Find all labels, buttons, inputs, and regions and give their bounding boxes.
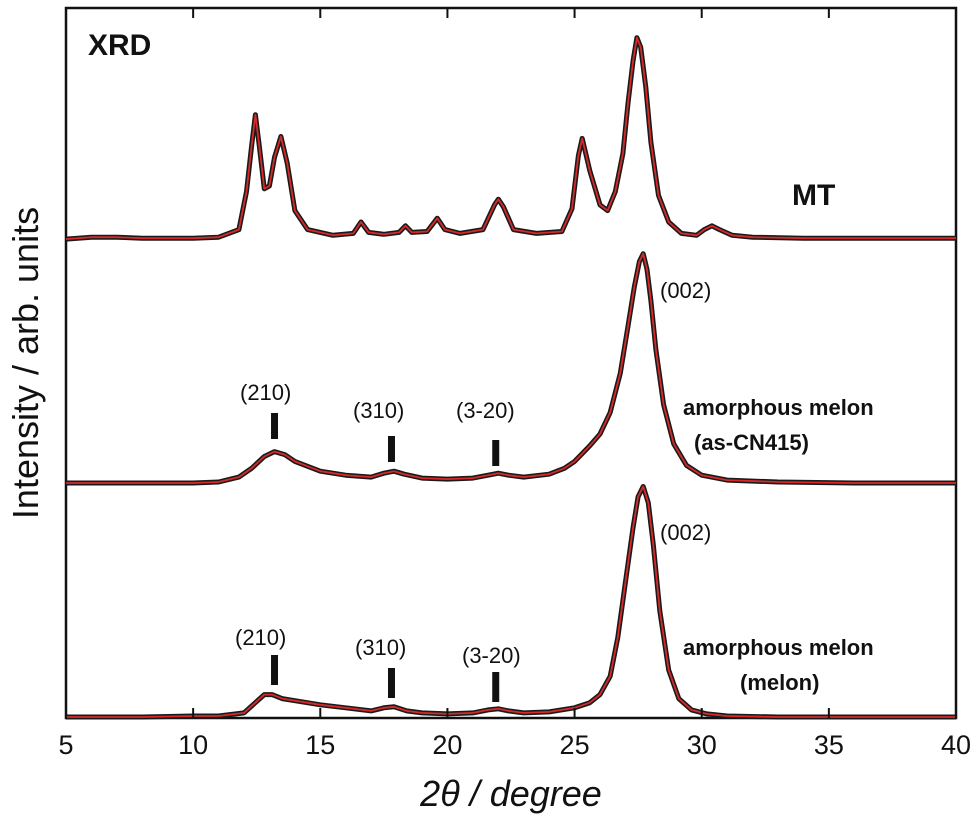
reflection-marker <box>271 413 279 439</box>
x-tick-label: 5 <box>58 730 73 760</box>
refl-label-310-as-cn415: (310) <box>353 398 404 423</box>
refl-label-210-melon: (210) <box>235 625 286 650</box>
x-tick-label: 20 <box>432 730 462 760</box>
x-tick-label: 15 <box>305 730 335 760</box>
fit-trace <box>66 252 956 484</box>
series-melon <box>66 484 956 720</box>
reflection-marker <box>271 655 279 685</box>
refl-label-210-as-cn415: (210) <box>240 380 291 405</box>
x-tick-label: 25 <box>560 730 590 760</box>
reflection-marker <box>387 436 395 462</box>
reflection-markers <box>271 413 500 702</box>
measured-trace <box>66 251 956 486</box>
measured-trace <box>66 484 956 720</box>
series-as-cn415 <box>66 251 956 486</box>
x-axis-title: 2θ / degree <box>419 773 602 814</box>
x-tick-label: 35 <box>814 730 844 760</box>
series-mt <box>65 35 956 242</box>
refl-label-310-melon: (310) <box>355 635 406 660</box>
series-layer <box>65 35 956 720</box>
series-label-melon-line1: amorphous melon <box>683 635 874 660</box>
x-tick-label: 10 <box>178 730 208 760</box>
y-axis-title: Intensity / arb. units <box>5 207 46 519</box>
peak-label-002-melon: (002) <box>660 520 711 545</box>
refl-label-3-20-melon: (3-20) <box>462 643 521 668</box>
refl-label-3-20-as-cn415: (3-20) <box>456 398 515 423</box>
x-axis-ticks: 5 10 15 20 25 30 35 40 <box>58 8 971 760</box>
reflection-marker <box>492 440 500 466</box>
fit-trace <box>66 485 956 718</box>
reflection-marker <box>492 672 500 702</box>
x-tick-label: 40 <box>941 730 971 760</box>
peak-label-002-as-cn415: (002) <box>660 278 711 303</box>
series-label-melon-line2: (melon) <box>740 670 819 695</box>
chart-title: XRD <box>88 29 151 62</box>
series-label-as-cn415-line2: (as-CN415) <box>694 430 809 455</box>
x-tick-label: 30 <box>687 730 717 760</box>
fit-trace <box>65 36 956 240</box>
reflection-marker <box>387 668 395 698</box>
series-label-mt: MT <box>792 179 835 212</box>
plot-frame <box>64 6 958 720</box>
series-label-as-cn415-line1: amorphous melon <box>683 395 874 420</box>
